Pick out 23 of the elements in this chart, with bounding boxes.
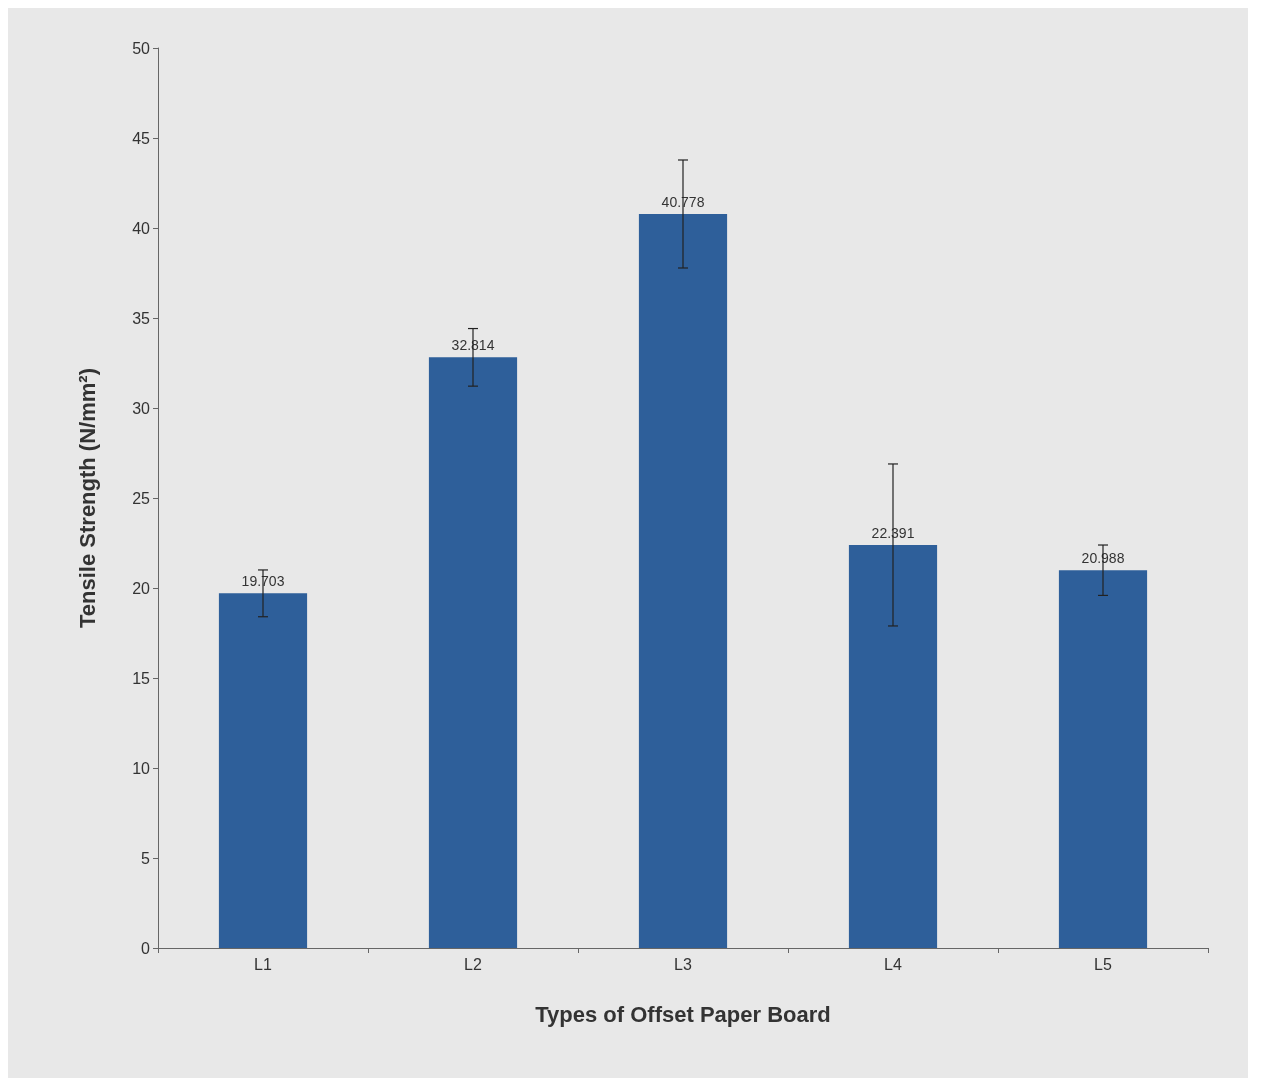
- bar: [218, 593, 308, 948]
- y-tick-label: 30: [132, 399, 151, 417]
- bar: [848, 544, 938, 948]
- y-tick-label: 0: [141, 939, 151, 957]
- y-tick-label: 25: [132, 489, 151, 507]
- bar: [638, 214, 728, 948]
- x-tick-label: L3: [674, 955, 692, 973]
- bar: [1058, 570, 1148, 948]
- y-tick-label: 50: [132, 39, 151, 57]
- y-tick-label: 20: [132, 579, 151, 597]
- y-tick-label: 15: [132, 669, 151, 687]
- y-tick-label: 40: [132, 219, 151, 237]
- x-tick-label: L2: [464, 955, 482, 973]
- x-tick-label: L5: [1094, 955, 1112, 973]
- y-tick-label: 5: [141, 849, 151, 867]
- bar: [428, 357, 518, 948]
- y-tick-label: 35: [132, 309, 151, 327]
- x-tick-label: L1: [254, 955, 272, 973]
- x-tick-label: L4: [884, 955, 902, 973]
- y-tick-label: 10: [132, 759, 151, 777]
- y-tick-label: 45: [132, 129, 151, 147]
- x-axis-title: Types of Offset Paper Board: [535, 1001, 831, 1027]
- y-axis-title: Tensile Strength (N/mm²): [74, 368, 100, 628]
